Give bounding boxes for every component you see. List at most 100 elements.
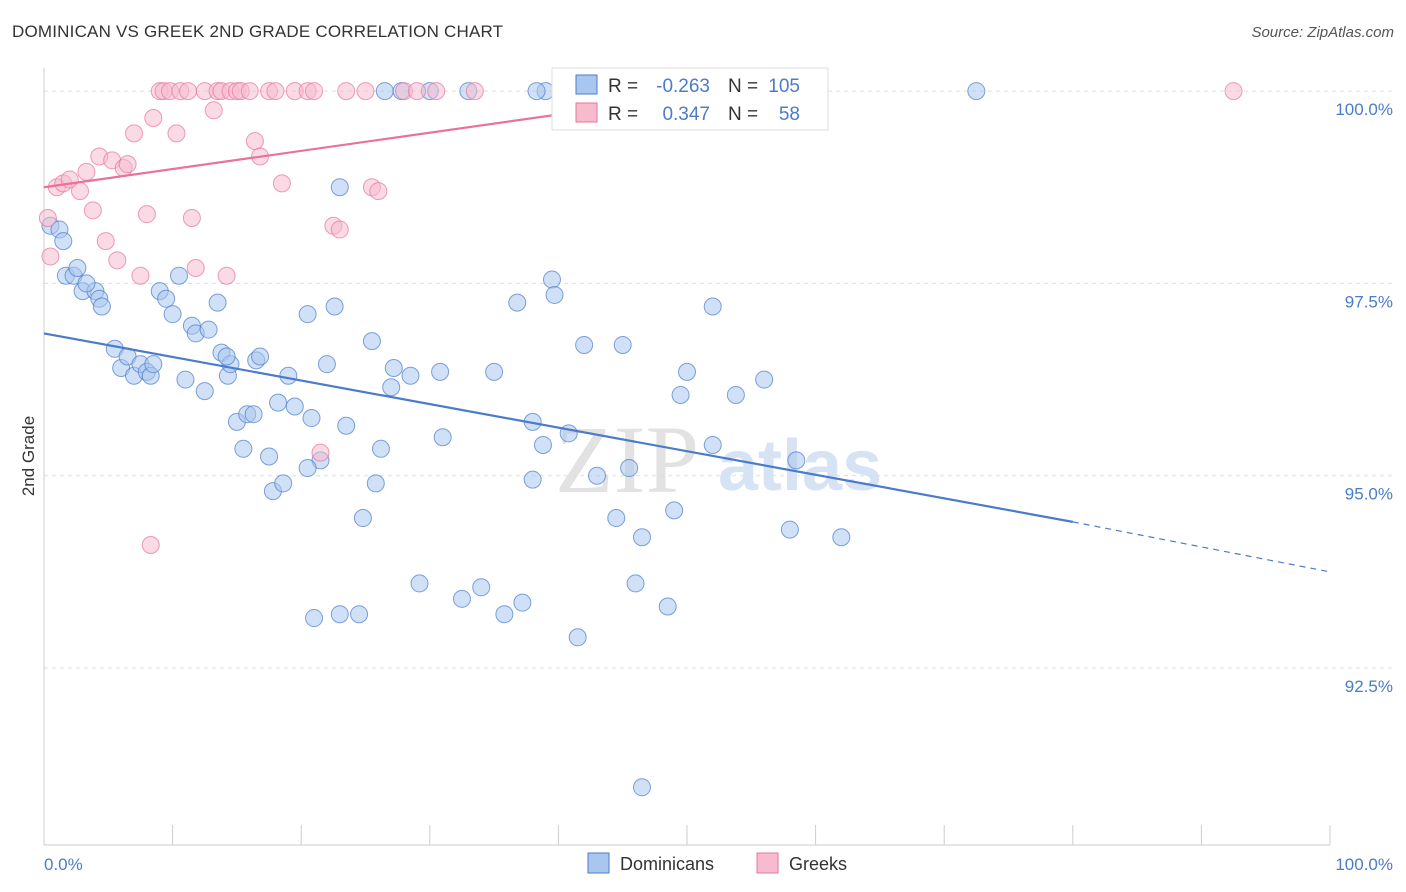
dominicans-point — [170, 266, 189, 285]
dominicans-point — [382, 378, 401, 397]
dominicans-point — [632, 528, 651, 547]
dominicans-point — [208, 293, 227, 312]
greeks-point — [311, 443, 330, 462]
dominicans-point — [620, 459, 639, 478]
dominicans-point — [353, 509, 372, 528]
dominicans-point — [665, 501, 684, 520]
stats-legend: R = -0.263 N = 105 R = 0.347 N = 58 — [551, 67, 829, 131]
dominicans-point — [362, 332, 381, 351]
greeks-point — [144, 109, 163, 128]
greeks-point — [272, 174, 291, 193]
dominicans-point — [452, 589, 471, 608]
dominicans-point — [513, 593, 532, 612]
dominicans-point — [260, 447, 279, 466]
dominicans-point — [371, 439, 390, 458]
greeks-point — [137, 205, 156, 224]
dominicans-point — [787, 451, 806, 470]
y-tick-label: 100.0% — [1335, 100, 1393, 119]
y-tick-label: 97.5% — [1345, 292, 1393, 311]
dominicans-point — [366, 474, 385, 493]
dominicans-point — [678, 362, 696, 381]
dominicans-point — [755, 370, 774, 389]
dominicans-point — [330, 605, 349, 624]
dominicans-point — [279, 366, 298, 385]
y-axis-label: 2nd Grade — [19, 416, 38, 496]
greeks-point — [186, 259, 205, 278]
greeks-point — [266, 82, 285, 101]
dominicans-point — [703, 435, 722, 454]
chart-title: DOMINICAN VS GREEK 2ND GRADE CORRELATION… — [12, 22, 504, 41]
dominicans-point — [545, 285, 564, 304]
legend-label-greeks: Greeks — [789, 854, 847, 874]
data-points — [38, 82, 1243, 797]
dominicans-point — [157, 289, 176, 308]
dominicans-point — [632, 778, 651, 797]
dominicans-point — [54, 232, 73, 251]
greeks-point — [71, 182, 90, 201]
greeks-point — [337, 82, 356, 101]
greeks-point — [38, 209, 57, 228]
greeks-point — [179, 82, 198, 101]
watermark: ZIP atlas — [555, 406, 882, 513]
dominicans-point — [431, 362, 450, 381]
dominicans-point — [967, 82, 986, 101]
greeks-point — [427, 82, 446, 101]
dominicans-point — [671, 385, 690, 404]
greeks-point — [305, 82, 324, 101]
dominicans-point — [375, 82, 394, 101]
dominicans-point — [485, 362, 504, 381]
greeks-point — [204, 101, 223, 120]
dominicans-point — [325, 297, 344, 316]
dominicans-point — [269, 393, 288, 412]
dominicans-point — [410, 574, 429, 593]
greeks-point — [96, 232, 115, 251]
greeks-point — [245, 132, 264, 151]
greeks-point — [217, 266, 236, 285]
dominicans-point — [613, 335, 632, 354]
dominicans-point — [350, 605, 369, 624]
x-tick-label-max: 100.0% — [1335, 855, 1393, 874]
dominicans-point — [575, 335, 594, 354]
dominicans-point — [472, 578, 491, 597]
stats-n-label-0: N = — [728, 76, 758, 97]
dominicans-point — [433, 428, 452, 447]
dominicans-point — [401, 366, 420, 385]
dominicans-point — [298, 305, 317, 324]
stats-r-label-0: R = — [608, 76, 638, 97]
dominicans-point — [832, 528, 851, 547]
greeks-point — [118, 155, 137, 174]
greeks-point — [369, 182, 388, 201]
greeks-point — [1224, 82, 1243, 101]
dominicans-point — [317, 355, 336, 374]
greeks-point — [131, 266, 150, 285]
dominicans-point — [77, 274, 96, 293]
stats-n-value-0: 105 — [768, 76, 800, 97]
greeks-point — [83, 201, 102, 220]
y-axis-tick-labels: 92.5% 95.0% 97.5% 100.0% — [1335, 100, 1393, 696]
gridlines — [44, 90, 1392, 669]
stats-n-value-1: 58 — [779, 104, 800, 125]
stats-r-value-0: -0.263 — [656, 76, 710, 97]
stats-swatch-dominicans — [575, 74, 598, 95]
dominicans-point — [195, 382, 214, 401]
dominicans-trend-extension — [1072, 521, 1331, 573]
dominicans-point — [607, 509, 626, 528]
greeks-point — [141, 535, 160, 554]
dominicans-point — [305, 609, 324, 628]
series-legend: Dominicans Greeks — [587, 852, 847, 874]
dominicans-trend-line — [43, 332, 1073, 523]
legend-label-dominicans: Dominicans — [620, 854, 714, 874]
legend-swatch-greeks — [756, 852, 779, 874]
dominicans-point — [523, 470, 542, 489]
stats-legend-box — [551, 67, 829, 131]
dominicans-point — [251, 347, 270, 366]
dominicans-point — [285, 397, 304, 416]
dominicans-point — [68, 259, 87, 278]
dominicans-point — [658, 597, 677, 616]
x-tick-label-min: 0.0% — [44, 855, 83, 874]
greeks-point — [240, 82, 259, 101]
stats-r-label-1: R = — [608, 104, 638, 125]
stats-n-label-1: N = — [728, 104, 758, 125]
y-tick-label: 95.0% — [1345, 485, 1393, 504]
